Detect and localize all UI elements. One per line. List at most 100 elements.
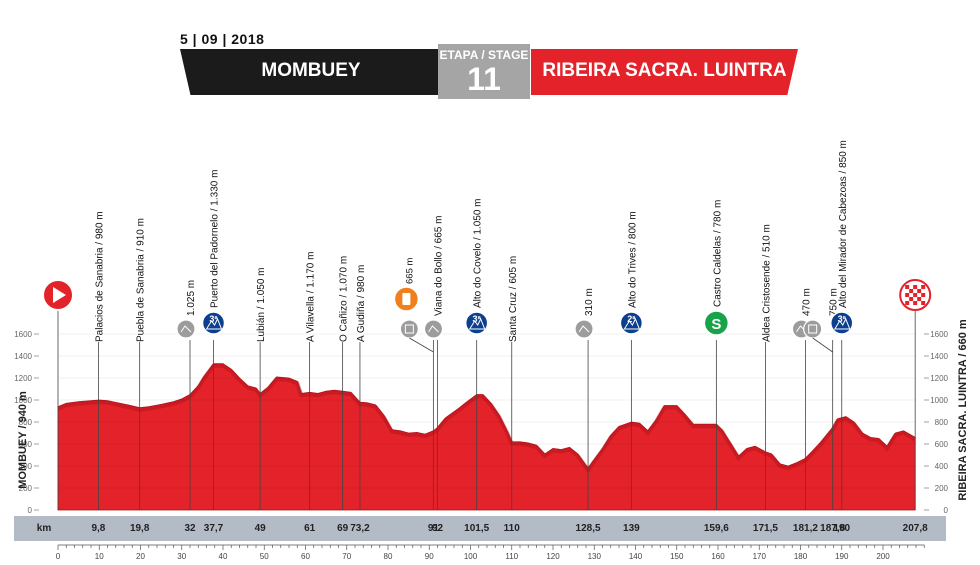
waypoint-label: Lubián / 1.050 m [256,268,267,343]
start-town: MOMBUEY [261,60,361,81]
y-tick-label-left: 1600 [14,330,32,339]
km-tick-label: 90 [425,552,434,561]
mini-mountain-glyph [180,325,192,333]
y-tick-label-left: 800 [19,418,33,427]
km-label: km [37,523,52,534]
mountain-glyph [833,317,851,330]
waypoint-9: Viana do Bollo / 665 m [423,216,445,510]
km-tick-label: 60 [301,552,310,561]
y-tick-label-left: 1200 [14,374,32,383]
waypoint-label: Palacios de Sanabria / 980 m [94,211,105,342]
distance-mark: 32 [184,523,196,534]
waypoint-12: 310 m [574,288,595,510]
waypoint-label: Castro Caldelas / 780 m [712,200,723,307]
y-tick-label-right: 200 [935,484,949,493]
km-tick-label: 80 [384,552,393,561]
distance-mark: 187,8 [820,523,845,534]
waypoint-label: 750 m [829,288,840,316]
waypoint-label: 310 m [584,288,595,316]
km-tick-label: 0 [56,552,61,561]
flag-square [905,285,910,289]
waypoint-5: A Vilavella / 1.170 m [306,252,317,510]
y-tick-label-right: 400 [935,462,949,471]
flag-square [917,289,922,293]
stage-number: 11 [467,61,501,97]
waypoint-10: 3ª Alto do Covelo / 1.050 m [464,198,489,510]
km-tick-label: 180 [794,552,808,561]
flag-square [921,301,926,305]
distance-mark: 190 [833,523,850,534]
bin-glyph [404,324,414,334]
y-tick-label-left: 600 [19,440,33,449]
stage-badge: ETAPA / STAGE 11 [438,44,530,99]
km-tick-label: 160 [711,552,725,561]
km-tick-label: 200 [876,552,890,561]
mini-mountain-glyph [428,325,439,333]
distance-mark: 171,5 [753,523,778,534]
km-tick-label: 10 [95,552,104,561]
y-tick-label-right: 1600 [930,330,948,339]
play-triangle [53,287,66,303]
distance-mark: 110 [504,523,521,534]
waypoint-label: Puebla de Sanabria / 910 m [136,218,147,342]
kom-category: 3ª [209,314,218,324]
distance-mark: 69 [337,523,349,534]
waypoint-4: Lubián / 1.050 m [256,268,267,510]
mountain-glyph [468,317,486,330]
waypoint-7: A Gudiña / 980 m [356,265,367,510]
bin-leader [409,337,434,353]
flag-square [921,293,926,297]
distance-mark: 159,6 [704,523,729,534]
distance-mark: 128,5 [576,523,601,534]
km-axis: 0 10 20 30 40 50 60 70 80 90 100 110 120 130 140 150 160… [56,544,925,561]
distance-mark: 9,8 [91,523,105,534]
mountain-glyph [623,317,641,330]
finish-altitude-label: RIBEIRA SACRA. LUINTRA / 660 m [957,319,969,501]
distance-mark: 139 [623,523,640,534]
waypoint-label: A Gudiña / 980 m [356,265,367,342]
waypoint-13: 2ª Alto do Trives / 800 m [619,211,644,510]
flag-square [909,297,914,301]
waypoint-label: Puerto del Padornelo / 1.330 m [210,170,221,308]
y-tick-label-right: 800 [935,418,949,427]
distance-mark: 92 [432,523,444,534]
y-tick-label-left: 200 [19,484,33,493]
finish-town: RIBEIRA SACRA. LUINTRA [542,60,787,81]
y-tick-label-left: 400 [19,462,33,471]
km-tick-label: 100 [464,552,478,561]
flag-square [909,289,914,293]
climb-point-icon [423,319,444,339]
distance-mark: 61 [304,523,316,534]
waypoint-label: A Vilavella / 1.170 m [306,252,317,342]
waypoint-3: 3ª Puerto del Padornelo / 1.330 m [201,170,226,510]
bottle-glyph [402,293,411,305]
y-tick-label-left: 1400 [14,352,32,361]
distance-mark-finish: 207,8 [903,523,928,534]
km-tick-label: 40 [219,552,228,561]
finish-banner: RIBEIRA SACRA. LUINTRA [531,49,798,95]
km-tick-label: 110 [505,552,518,561]
distance-mark: 181,2 [793,523,818,534]
kom-category: 3ª [473,314,482,324]
mountain-glyph [205,317,223,330]
waypoint-1: Puebla de Sanabria / 910 m [136,218,147,510]
distance-mark: 91 [428,523,440,534]
waypoint-0: Palacios de Sanabria / 980 m [94,211,105,510]
bin-icon [803,319,823,339]
distance-band [14,516,946,541]
flag-square [913,301,918,305]
profile-ridge [57,363,917,474]
flag-square [905,293,910,297]
waypoint-17: 750 m [803,288,840,510]
km-tick-label: 50 [260,552,269,561]
waypoint-15: Aldea Cristosende / 510 m [761,224,772,510]
bin-icon [399,319,419,339]
y-tick-label-left: 1000 [14,396,32,405]
waypoint-label: Alto do Trives / 800 m [627,211,638,308]
altitude-axis-right: 0 200 400 600 800 1000 1200 1400 1600 [924,330,949,515]
km-tick-label: 30 [177,552,186,561]
distance-mark: 73,2 [350,523,370,534]
intermediate-sprint-icon [703,310,730,336]
flag-square [917,297,922,301]
flag-square [921,285,926,289]
